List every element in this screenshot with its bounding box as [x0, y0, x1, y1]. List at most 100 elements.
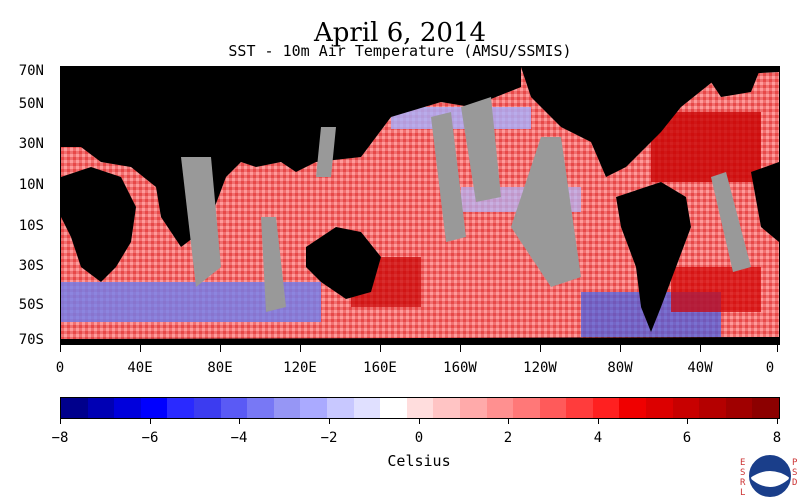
colorbar-unit-label: Celsius: [387, 452, 451, 470]
swath-6: [711, 172, 751, 272]
colorbar-label-minus6: −6: [141, 430, 159, 446]
lon-label-0: 0: [55, 360, 65, 376]
colorbar-label-4: 4: [593, 430, 603, 446]
noaa-logo-svg: [749, 455, 791, 497]
colorbar-tick: [508, 418, 509, 424]
colorbar-segment: [672, 398, 700, 418]
colorbar-segment: [353, 398, 381, 418]
lon-tick: [540, 344, 541, 352]
lat-label-70n: 70N: [18, 63, 44, 79]
colorbar-tick: [687, 418, 688, 424]
lat-label-10n: 10N: [18, 177, 44, 193]
swath-3: [431, 112, 466, 242]
colorbar-segment: [406, 398, 434, 418]
colorbar-label-6: 6: [682, 430, 692, 446]
colorbar-segment: [114, 398, 141, 418]
colorbar-segment: [619, 398, 647, 418]
lat-label-10s: 10S: [18, 218, 44, 234]
colorbar-segment: [725, 398, 753, 418]
colorbar-label-minus2: −2: [320, 430, 338, 446]
colorbar-segment: [592, 398, 620, 418]
missing-swaths: [181, 97, 751, 312]
colorbar-segment: [513, 398, 540, 418]
lon-tick: [220, 344, 221, 352]
cool-band-north-pacific: [391, 107, 531, 129]
lon-label-120e: 120E: [283, 360, 317, 376]
land-greenland: [701, 67, 761, 97]
colorbar-segment: [752, 398, 780, 418]
lon-tick: [620, 344, 621, 352]
swath-7: [316, 127, 336, 177]
land-masses: [61, 67, 779, 344]
chart-subtitle: SST - 10m Air Temperature (AMSU/SSMIS): [228, 42, 572, 60]
colorbar-segment: [380, 398, 407, 418]
colorbar-segment: [220, 398, 248, 418]
lon-tick: [777, 344, 778, 352]
chart-title: April 6, 2014: [314, 18, 486, 48]
colorbar-tick: [329, 418, 330, 424]
colorbar-tick: [239, 418, 240, 424]
colorbar-tick: [150, 418, 151, 424]
lon-label-40e: 40E: [127, 360, 153, 376]
colorbar-tick: [777, 418, 778, 424]
lon-tick: [460, 344, 461, 352]
colorbar-label-minus8: −8: [51, 430, 69, 446]
colorbar-segment: [326, 398, 354, 418]
land-australia: [306, 227, 381, 299]
lat-label-50n: 50N: [18, 96, 44, 112]
swath-4: [461, 97, 501, 202]
warm-patch-north-atlantic: [651, 112, 761, 182]
lon-label-80w: 80W: [607, 360, 633, 376]
colorbar-label-8: 8: [772, 430, 782, 446]
land-south-america: [616, 182, 691, 332]
land-southern-africa: [61, 167, 136, 282]
lon-tick: [140, 344, 141, 352]
colorbar-segment: [300, 398, 327, 418]
colorbar-segment: [273, 398, 301, 418]
colorbar-segment: [87, 398, 115, 418]
colorbar-segment: [61, 398, 88, 418]
colorbar-tick: [419, 418, 420, 424]
sst-air-difference-map: [60, 66, 780, 345]
lon-label-80e: 80E: [207, 360, 233, 376]
colorbar-segment: [459, 398, 487, 418]
lon-label-160e: 160E: [363, 360, 397, 376]
lon-tick: [300, 344, 301, 352]
lon-label-0-east: 0: [765, 360, 775, 376]
colorbar-label-0: 0: [414, 430, 424, 446]
colorbar-segment: [433, 398, 460, 418]
lon-label-40w: 40W: [687, 360, 713, 376]
lat-label-50s: 50S: [18, 297, 44, 313]
warm-patch-south-atlantic: [671, 267, 761, 312]
lon-tick: [700, 344, 701, 352]
swath-1: [181, 157, 221, 287]
colorbar-tick: [60, 418, 61, 424]
lat-label-70s: 70S: [18, 332, 44, 348]
colorbar: [60, 397, 780, 419]
lon-tick: [60, 344, 61, 352]
land-africa-east: [751, 162, 779, 242]
colorbar-segment: [539, 398, 567, 418]
lon-label-120w: 120W: [523, 360, 557, 376]
swath-2: [261, 217, 286, 312]
map-svg: [61, 67, 779, 344]
colorbar-segment: [193, 398, 221, 418]
colorbar-label-2: 2: [503, 430, 513, 446]
colorbar-segment: [247, 398, 274, 418]
land-antarctica: [61, 337, 779, 344]
colorbar-segment: [699, 398, 726, 418]
colorbar-label-minus4: −4: [230, 430, 248, 446]
colorbar-segment: [140, 398, 168, 418]
land-north-america: [521, 67, 779, 177]
colorbar-segment: [167, 398, 194, 418]
colorbar-segment: [566, 398, 593, 418]
land-africa-eurasia: [61, 67, 521, 247]
colorbar-tick: [598, 418, 599, 424]
colorbar-segment: [646, 398, 673, 418]
lon-tick: [380, 344, 381, 352]
colorbar-segment: [486, 398, 514, 418]
lat-label-30n: 30N: [18, 136, 44, 152]
